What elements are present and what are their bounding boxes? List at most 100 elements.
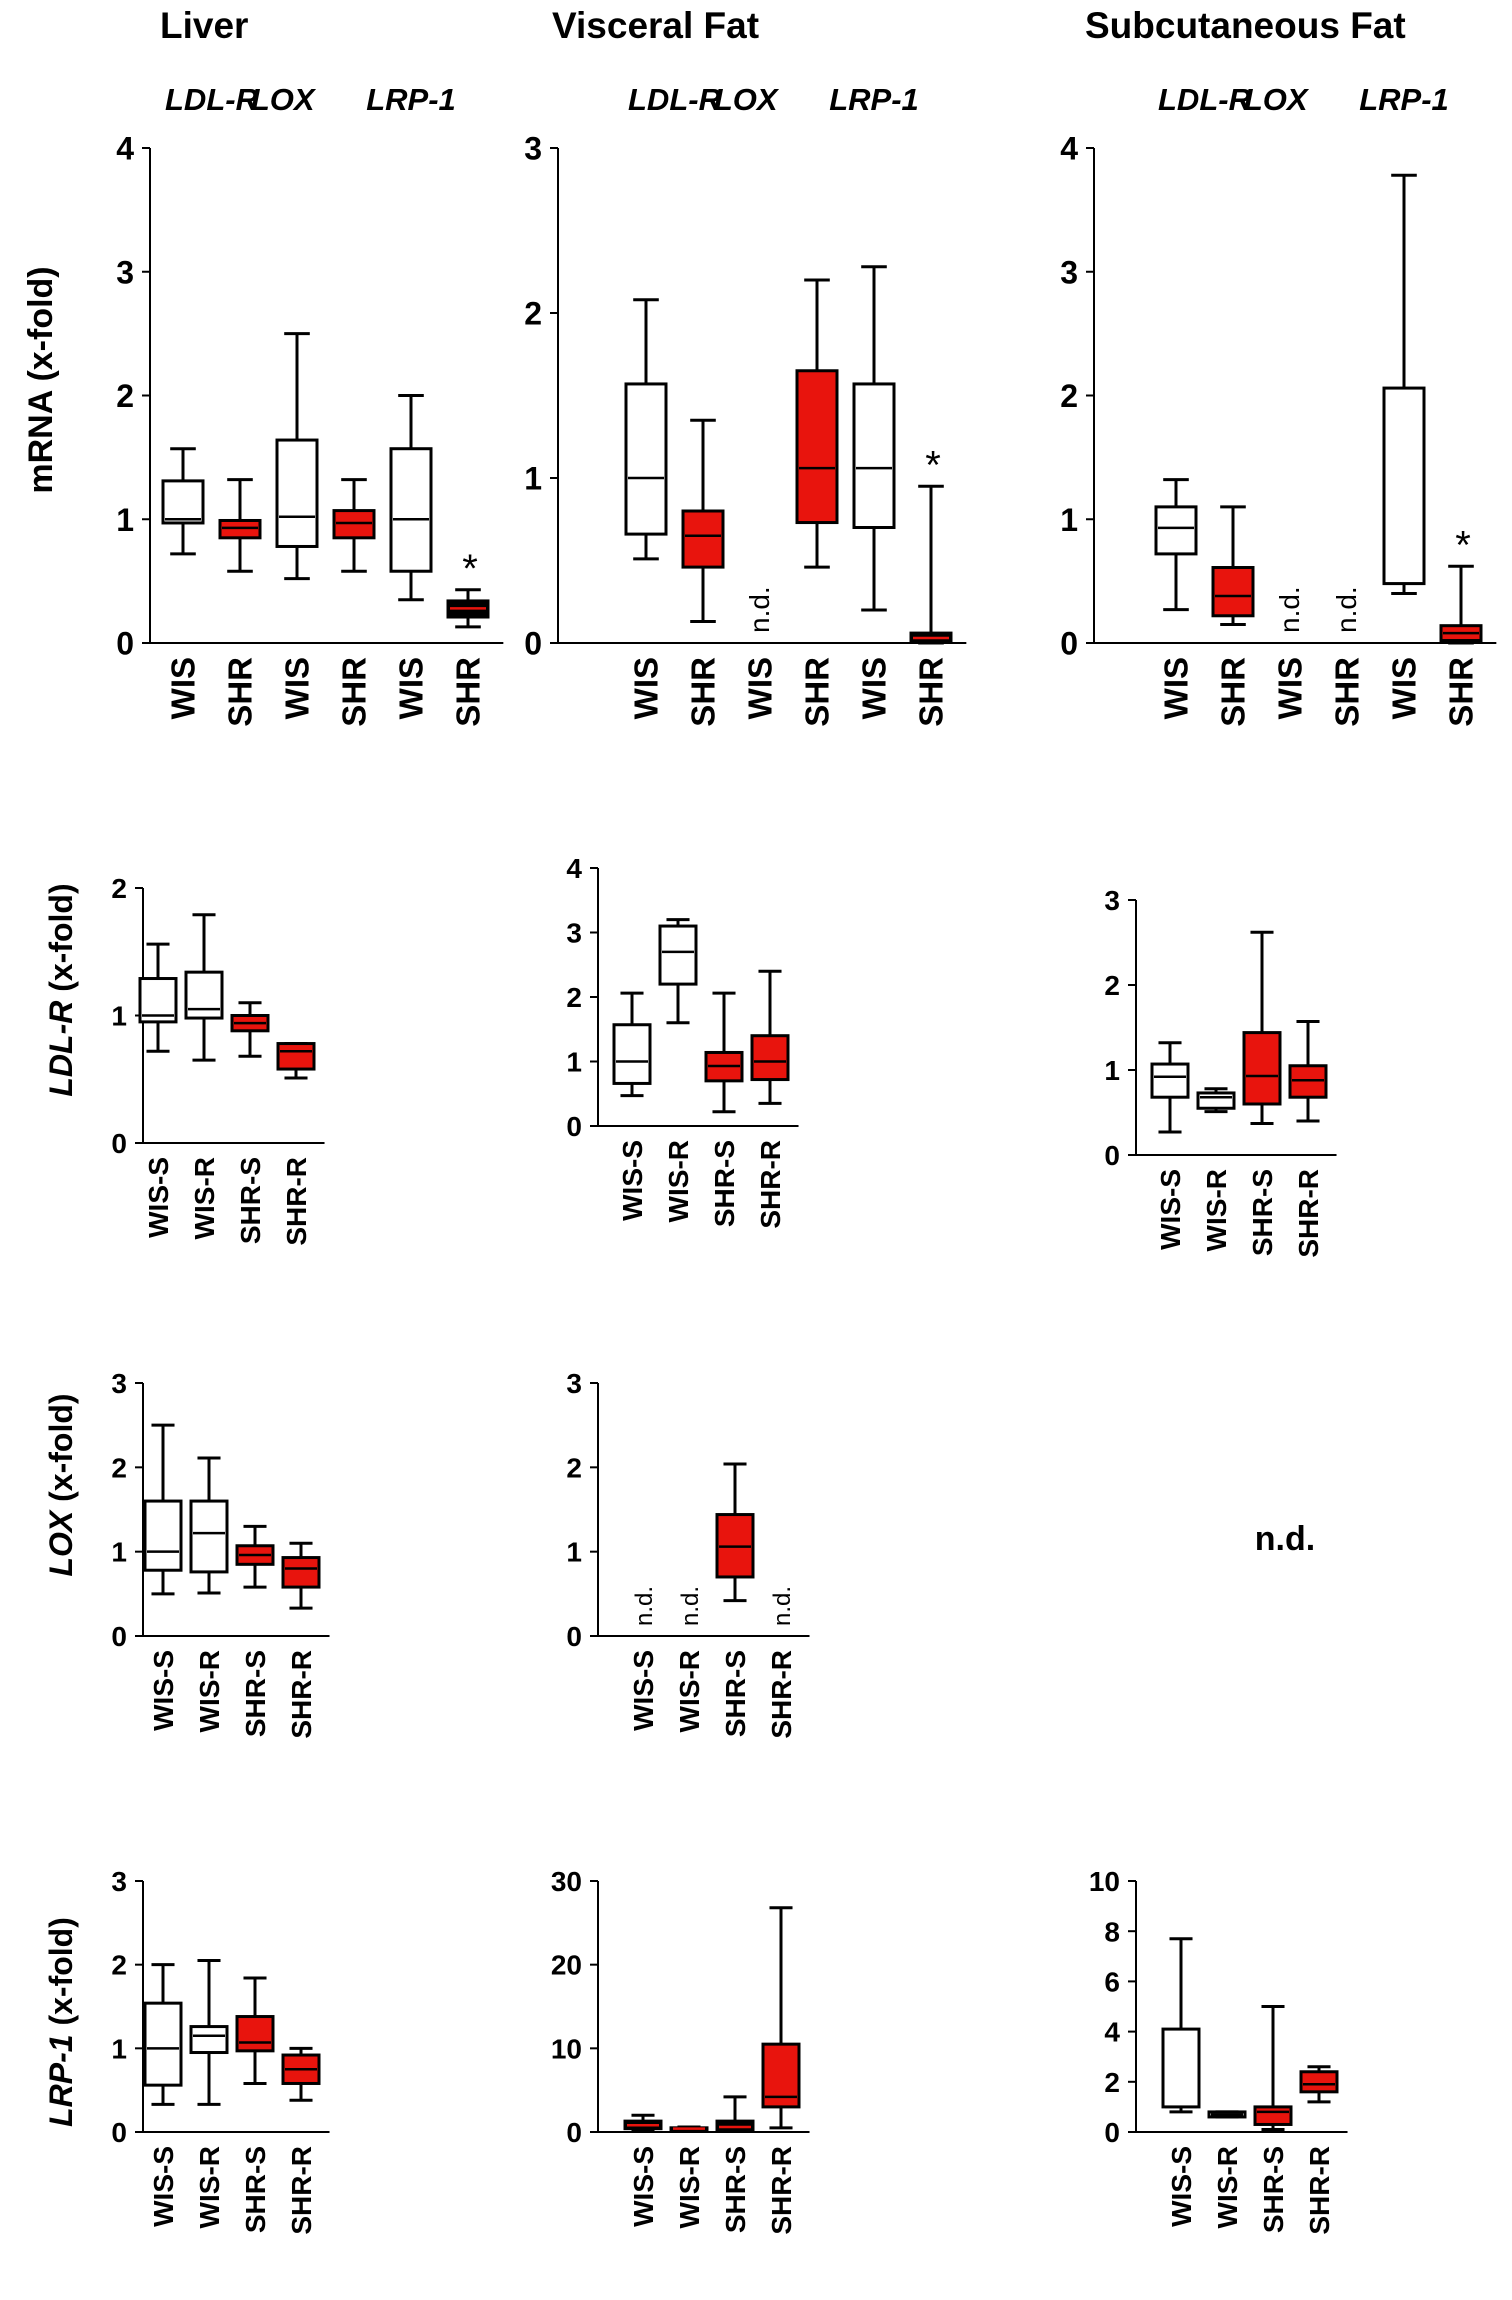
y-tick-label: 3 bbox=[566, 1368, 582, 1399]
not-determined-label: n.d. bbox=[1331, 586, 1362, 633]
box-shr-ldl-r bbox=[218, 478, 262, 573]
x-category-label: WIS bbox=[856, 657, 893, 719]
x-category-label: WIS-R bbox=[674, 1650, 705, 1732]
y-tick-label: 3 bbox=[1104, 885, 1120, 916]
box-wis-lrp-1 bbox=[1382, 173, 1426, 595]
box-body bbox=[389, 447, 433, 573]
gene-group-label-ldl-r: LDL-R bbox=[628, 82, 722, 117]
x-category-label: WIS-R bbox=[1212, 2146, 1243, 2228]
box-shr-r bbox=[750, 969, 790, 1105]
x-category-label: WIS-S bbox=[148, 2146, 179, 2227]
y-tick-label: 2 bbox=[111, 873, 127, 904]
gene-group-label-lox: LOX bbox=[1244, 82, 1310, 117]
x-category-label: SHR-S bbox=[709, 1140, 740, 1227]
x-category-label: SHR bbox=[913, 657, 950, 727]
x-category-label: WIS-R bbox=[194, 1650, 225, 1732]
box-shr-r bbox=[1288, 1020, 1328, 1123]
x-category-label: WIS bbox=[628, 657, 665, 719]
box-body bbox=[143, 1499, 183, 1572]
box-body bbox=[681, 509, 725, 569]
x-category-label: WIS-S bbox=[1166, 2146, 1197, 2227]
box-wis-r bbox=[1196, 1087, 1236, 1114]
box-body bbox=[1211, 566, 1255, 618]
panel-visceral-lrp1: 0 10 20 30 WIS-S WIS-R SHR-S SHR-R bbox=[551, 1866, 810, 2235]
box-body bbox=[750, 1034, 790, 1082]
box-body bbox=[852, 382, 896, 530]
x-category-label: SHR-S bbox=[1258, 2146, 1289, 2233]
box-body bbox=[235, 2015, 275, 2053]
y-tick-label: 1 bbox=[116, 502, 134, 538]
y-tick-label: 2 bbox=[524, 296, 542, 332]
x-category-label: SHR bbox=[685, 657, 722, 727]
y-tick-label: 3 bbox=[116, 254, 134, 290]
not-determined-label: n.d. bbox=[744, 586, 775, 633]
box-body bbox=[1288, 1064, 1328, 1099]
column-title-liver: Liver bbox=[160, 5, 248, 46]
panel-visceral-ldlr: 0 1 2 3 4 WIS-S WIS-R SHR-S SHR-R bbox=[566, 853, 799, 1229]
box-wis-s bbox=[143, 1963, 183, 2106]
y-tick-label: 2 bbox=[1060, 378, 1078, 414]
box-body bbox=[624, 382, 668, 536]
row-label-lrp1-suffix: (x-fold) bbox=[43, 1917, 79, 2034]
box-body bbox=[1196, 1091, 1236, 1110]
box-shr-lox bbox=[332, 478, 376, 573]
y-tick-label: 30 bbox=[551, 1866, 582, 1897]
panel-visceral-lox: 0 1 2 3 WIS-S WIS-R SHR-S SHR-R n.d. n.d. n.d. bbox=[566, 1368, 810, 1739]
gene-group-label-lrp-1: LRP-1 bbox=[1359, 82, 1449, 117]
x-category-label: WIS bbox=[165, 657, 202, 719]
x-category-label: SHR bbox=[1443, 657, 1480, 727]
y-tick-label: 1 bbox=[524, 461, 542, 497]
y-tick-label: 0 bbox=[1104, 2117, 1120, 2148]
box-body bbox=[275, 438, 319, 548]
not-determined-label: n.d. bbox=[631, 1586, 658, 1626]
x-category-label: WIS bbox=[279, 657, 316, 719]
box-body bbox=[161, 479, 205, 525]
gene-group-label-lrp-1: LRP-1 bbox=[829, 82, 919, 117]
box-shr-r bbox=[281, 2046, 321, 2102]
box-shr-s bbox=[704, 991, 744, 1114]
x-category-label: SHR-R bbox=[1304, 2146, 1335, 2235]
y-tick-label: 0 bbox=[111, 1621, 127, 1652]
box-body bbox=[281, 1556, 321, 1589]
box-shr-lrp-1: * bbox=[909, 443, 953, 645]
box-shr-r bbox=[1299, 2065, 1339, 2104]
box-wis-r bbox=[189, 1456, 229, 1595]
y-tick-label: 3 bbox=[111, 1866, 127, 1897]
y-tick-label: 2 bbox=[111, 1950, 127, 1981]
box-wis-s bbox=[612, 991, 652, 1098]
x-category-label: SHR-R bbox=[766, 1650, 797, 1739]
y-tick-label: 1 bbox=[566, 1537, 582, 1568]
y-tick-label: 2 bbox=[111, 1452, 127, 1483]
box-shr-r bbox=[281, 1541, 321, 1610]
y-tick-label: 0 bbox=[566, 1111, 582, 1142]
gene-group-label-ldl-r: LDL-R bbox=[165, 82, 259, 117]
panel-liver-lrp1: 0 1 2 3 WIS-S WIS-R SHR-S SHR-R bbox=[111, 1866, 330, 2235]
panel-liver-lox: 0 1 2 3 WIS-S WIS-R SHR-S SHR-R bbox=[111, 1368, 330, 1739]
subcutaneous-lox-nd-label: n.d. bbox=[1255, 1520, 1315, 1558]
box-wis-s bbox=[138, 942, 178, 1053]
y-tick-label: 2 bbox=[1104, 2067, 1120, 2098]
y-tick-label: 0 bbox=[111, 2117, 127, 2148]
x-category-label: WIS bbox=[1158, 657, 1195, 719]
box-body bbox=[1242, 1031, 1282, 1106]
y-tick-label: 0 bbox=[1104, 1140, 1120, 1171]
box-wis-ldl-r bbox=[1154, 478, 1198, 612]
box-body bbox=[1382, 386, 1426, 586]
panel-subcutaneous-lrp1: 0 2 4 6 8 10 WIS-S WIS-R SHR-S SHR-R bbox=[1089, 1866, 1348, 2235]
box-wis-r bbox=[184, 913, 224, 1062]
x-category-label: WIS-R bbox=[663, 1140, 694, 1222]
x-category-label: WIS bbox=[1386, 657, 1423, 719]
box-body bbox=[189, 2025, 229, 2055]
x-category-label: SHR-S bbox=[235, 1157, 266, 1244]
box-wis-lox bbox=[275, 332, 319, 581]
box-wis-r bbox=[189, 1958, 229, 2106]
significance-star: * bbox=[462, 547, 478, 591]
box-body bbox=[1150, 1062, 1190, 1099]
y-tick-label: 0 bbox=[1060, 626, 1078, 662]
x-category-label: WIS-S bbox=[148, 1650, 179, 1731]
y-tick-label: 2 bbox=[1104, 970, 1120, 1001]
x-category-label: SHR-S bbox=[240, 1650, 271, 1737]
row-label-ldlr-suffix: (x-fold) bbox=[43, 883, 79, 1000]
